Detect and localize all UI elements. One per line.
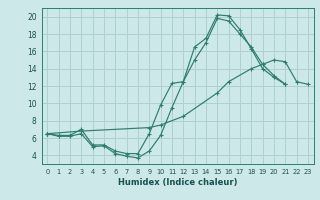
X-axis label: Humidex (Indice chaleur): Humidex (Indice chaleur)	[118, 178, 237, 187]
